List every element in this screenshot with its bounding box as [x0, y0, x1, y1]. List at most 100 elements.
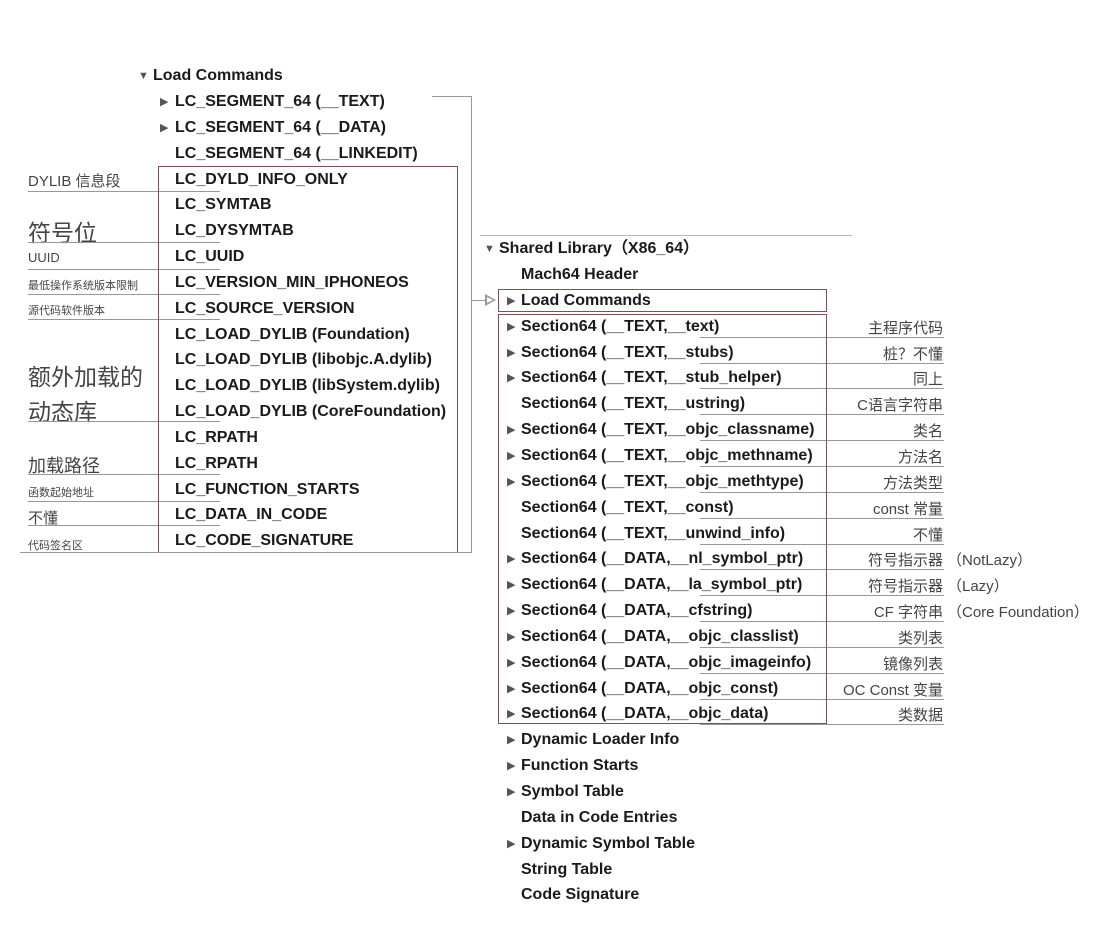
disclosure-triangle-right-icon[interactable]: ▶: [507, 320, 516, 333]
annotation-underline: [28, 191, 220, 192]
section-annotation: 不懂: [912, 526, 943, 544]
left-tree-row-label: LC_LOAD_DYLIB (libSystem.dylib): [175, 377, 440, 395]
annotation-underline: [700, 465, 944, 467]
left-annotation: 加载路径: [28, 456, 100, 476]
left-tree-row-label: LC_FUNCTION_STARTS: [175, 480, 360, 498]
disclosure-triangle-right-icon[interactable]: ▶: [507, 553, 516, 566]
right-tree-row-label: Load Commands: [521, 291, 651, 309]
section-annotation: 符号指示器: [867, 578, 943, 596]
annotation-underline: [700, 543, 944, 545]
annotation-underline: [700, 672, 944, 674]
disclosure-triangle-right-icon[interactable]: ▶: [507, 630, 516, 643]
annotation-underline: [700, 517, 944, 519]
right-tree-row-label: Section64 (__TEXT,__unwind_info): [521, 524, 786, 542]
right-tree-row-label: Section64 (__TEXT,__objc_methtype): [521, 472, 804, 490]
annotation-underline: [700, 491, 944, 493]
left-annotation: 符号位: [28, 220, 97, 246]
disclosure-triangle-right-icon[interactable]: ▶: [507, 294, 516, 307]
right-tree-row-label: Symbol Table: [521, 783, 624, 800]
right-tree-row-label: Section64 (__TEXT,__ustring): [521, 395, 746, 413]
left-annotation: 函数起始地址: [28, 487, 94, 499]
disclosure-triangle-down-icon[interactable]: ▼: [484, 243, 495, 255]
right-tree-row-label: Section64 (__DATA,__nl_symbol_ptr): [521, 550, 804, 568]
section-annotation: const 常量: [872, 500, 943, 518]
annotation-underline: [28, 319, 220, 320]
disclosure-triangle-right-icon[interactable]: ▶: [507, 786, 516, 798]
section-annotation: C语言字符串: [857, 397, 943, 415]
left-tree-row-label: LC_SEGMENT_64 (__LINKEDIT): [175, 144, 418, 162]
section-annotation: 桩？不懂: [882, 345, 943, 363]
disclosure-triangle-right-icon[interactable]: ▶: [160, 121, 169, 134]
left-annotation: 最低操作系统版本限制: [28, 280, 138, 292]
annotation-underline: [700, 414, 944, 416]
left-annotation: 额外加载的: [28, 364, 143, 390]
annotation-underline: [28, 269, 220, 270]
disclosure-triangle-right-icon[interactable]: ▶: [507, 605, 516, 618]
section-annotation: 主程序代码: [867, 319, 943, 337]
annotation-underline: [28, 242, 220, 243]
section-annotation: 符号指示器: [867, 552, 943, 570]
left-annotation: 源代码软件版本: [28, 305, 105, 317]
right-tree-row-label: Section64 (__DATA,__objc_classlist): [521, 627, 799, 645]
left-tree-row-label: LC_DATA_IN_CODE: [175, 506, 328, 524]
disclosure-triangle-right-icon[interactable]: ▶: [507, 372, 516, 385]
section-annotation: 方法类型: [882, 474, 943, 492]
annotation-underline: [28, 525, 220, 526]
connector-line: [20, 552, 472, 553]
disclosure-triangle-right-icon[interactable]: ▶: [507, 708, 516, 721]
right-tree-row-label: Mach64 Header: [521, 266, 639, 283]
disclosure-triangle-right-icon[interactable]: ▶: [507, 734, 516, 747]
annotation-underline: [700, 388, 944, 390]
annotation-underline: [700, 724, 944, 726]
right-tree-row-label: Section64 (__DATA,__objc_const): [521, 679, 779, 697]
disclosure-triangle-right-icon[interactable]: ▶: [160, 96, 169, 108]
left-tree-row-label: LC_SEGMENT_64 (__TEXT): [175, 93, 385, 110]
right-tree-row-label: Dynamic Loader Info: [521, 731, 680, 749]
disclosure-triangle-down-icon[interactable]: ▼: [138, 70, 149, 82]
section-annotation: 类列表: [897, 629, 943, 647]
disclosure-triangle-right-icon[interactable]: ▶: [507, 449, 516, 462]
left-tree-row-label: LC_VERSION_MIN_IPHONEOS: [175, 273, 409, 291]
arrow-head-inner: [487, 297, 493, 303]
disclosure-triangle-right-icon[interactable]: ▶: [507, 475, 516, 488]
annotation-underline: [700, 698, 944, 700]
section-annotation: CF 字符串: [873, 604, 943, 622]
right-tree-row-label: Dynamic Symbol Table: [521, 834, 695, 852]
disclosure-triangle-right-icon[interactable]: ▶: [507, 346, 516, 359]
annotation-underline: [700, 595, 944, 597]
section-annotation: 镜像列表: [882, 655, 943, 673]
right-tree-row-label: Function Starts: [521, 757, 639, 775]
right-tree-row-label: Section64 (__DATA,__objc_data): [521, 705, 769, 723]
annotation-underline: [28, 501, 220, 502]
disclosure-triangle-right-icon[interactable]: ▶: [507, 837, 516, 850]
disclosure-triangle-right-icon[interactable]: ▶: [507, 760, 516, 773]
right-tree-row-label: Section64 (__TEXT,__text): [521, 317, 720, 335]
left-tree-row-label: LC_RPATH: [175, 454, 258, 472]
right-tree-row-label: Section64 (__TEXT,__objc_classname): [521, 421, 815, 439]
annotation-underline: [28, 421, 220, 422]
left-tree-row-label: LC_DYSYMTAB: [175, 222, 294, 240]
right-tree-row-label: Code Signature: [521, 886, 640, 904]
right-tree-row-label: Section64 (__DATA,__cfstring): [521, 602, 753, 620]
left-tree-row-label: LC_UUID: [175, 248, 245, 266]
disclosure-triangle-right-icon[interactable]: ▶: [507, 579, 516, 592]
right-tree-row-label: Section64 (__TEXT,__const): [521, 498, 734, 516]
left-annotation: DYLIB 信息段: [28, 173, 121, 190]
right-tree-row-label: String Table: [521, 860, 613, 878]
left-tree-row-label: LC_LOAD_DYLIB (Foundation): [175, 325, 410, 343]
left-tree-row-label: LC_SYMTAB: [175, 196, 272, 214]
annotation-underline: [700, 362, 944, 364]
disclosure-triangle-right-icon[interactable]: ▶: [507, 424, 516, 437]
load-commands-highlight-box: [498, 289, 827, 312]
annotation-underline: [700, 440, 944, 442]
connector-line: [472, 300, 490, 301]
annotation-underline: [700, 621, 944, 623]
right-root-label: Shared Library（X86_64）: [499, 240, 700, 257]
left-tree-row-label: LC_DYLD_INFO_ONLY: [175, 170, 348, 188]
sections-highlight-box: [498, 314, 827, 724]
disclosure-triangle-right-icon[interactable]: ▶: [507, 682, 516, 695]
section-annotation: 同上: [912, 371, 943, 389]
left-root-label: Load Commands: [153, 67, 283, 84]
disclosure-triangle-right-icon[interactable]: ▶: [507, 656, 516, 669]
